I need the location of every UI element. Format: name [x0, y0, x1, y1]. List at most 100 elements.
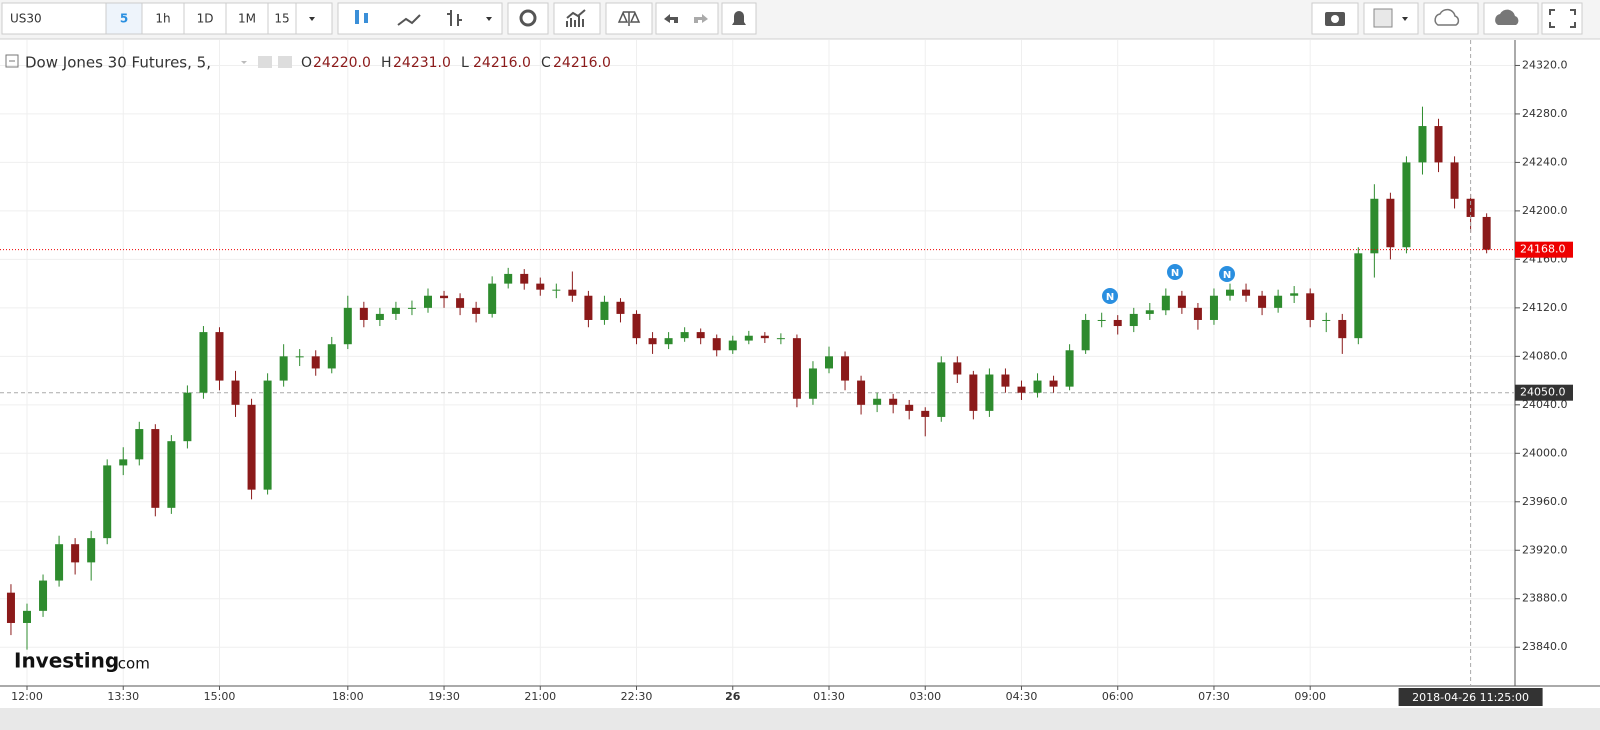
- candle-body: [231, 380, 240, 405]
- candle-body: [857, 380, 866, 405]
- candle-body: [1145, 310, 1154, 314]
- candle-body: [6, 592, 15, 623]
- gear-small-icon[interactable]: [278, 56, 292, 68]
- candle-body: [889, 398, 898, 405]
- x-tick-label: 06:00: [1102, 690, 1134, 703]
- candle-body: [1161, 295, 1170, 311]
- candle-body: [456, 298, 465, 308]
- candle-body: [520, 273, 529, 284]
- candle-body: [841, 356, 850, 381]
- eye-icon[interactable]: [258, 56, 272, 68]
- candle-body: [1354, 253, 1363, 339]
- dropdown-arrow: [309, 17, 315, 21]
- legend-key: C: [541, 55, 551, 71]
- candle-icon: [355, 10, 359, 24]
- candle-body: [632, 313, 641, 339]
- candle-body: [696, 332, 705, 339]
- fullscreen-button[interactable]: [1541, 2, 1583, 35]
- news-marker[interactable]: [1167, 264, 1183, 280]
- candle-body: [664, 338, 673, 345]
- legend-dropdown[interactable]: [241, 61, 247, 64]
- candle-body: [440, 295, 449, 299]
- interval-button[interactable]: [105, 2, 143, 35]
- line-icon: [397, 14, 421, 26]
- logo-suffix: .com: [113, 655, 150, 673]
- y-tick-label: 23920.0: [1522, 543, 1568, 556]
- candle-body: [488, 283, 497, 314]
- candle-body: [680, 332, 689, 339]
- candle-body: [921, 410, 930, 417]
- candle-body: [1242, 289, 1251, 296]
- logo-brand: Investing: [14, 649, 119, 673]
- indicators-button[interactable]: [553, 2, 601, 35]
- y-tick-label: 23880.0: [1522, 592, 1568, 605]
- plot-area: [0, 40, 1515, 686]
- legend-key: O: [301, 55, 312, 71]
- candle-body: [600, 301, 609, 320]
- news-marker[interactable]: [1102, 288, 1118, 304]
- candle-body: [1386, 198, 1395, 248]
- y-tick-label: 24240.0: [1522, 155, 1568, 168]
- candle-body: [375, 313, 384, 320]
- gear-icon: [519, 9, 537, 27]
- symbol-input[interactable]: [1, 2, 107, 35]
- interval-dropdown[interactable]: [295, 2, 333, 35]
- candle-body: [247, 404, 256, 490]
- interval-button[interactable]: [183, 2, 227, 35]
- candle-body: [1418, 126, 1427, 163]
- candle-body: [584, 295, 593, 320]
- candle-body: [760, 335, 769, 339]
- candle-body: [167, 441, 176, 508]
- candle-body: [504, 273, 513, 284]
- chart-type-group[interactable]: [337, 2, 503, 35]
- candle-body: [343, 307, 352, 345]
- interval-label: 5: [120, 12, 128, 26]
- candle-body: [1258, 295, 1267, 308]
- candle-body: [151, 429, 160, 508]
- load-button[interactable]: [1423, 2, 1479, 35]
- news-marker[interactable]: [1219, 266, 1235, 282]
- snapshot-button[interactable]: [1311, 2, 1359, 35]
- x-tick-label: 03:00: [909, 690, 941, 703]
- candle-body: [1049, 380, 1058, 387]
- candle-body: [568, 289, 577, 296]
- candle-body: [39, 580, 48, 611]
- candle-body: [311, 356, 320, 369]
- layout-icon: [1373, 8, 1393, 28]
- candle-body: [199, 332, 208, 393]
- collapse-box[interactable]: [5, 54, 19, 68]
- interval-button[interactable]: [267, 2, 297, 35]
- x-tick-label: 07:30: [1198, 690, 1230, 703]
- candle-body: [472, 307, 481, 314]
- dropdown-arrow: [1402, 17, 1408, 21]
- settings-button[interactable]: [507, 2, 549, 35]
- candle-body: [87, 538, 96, 563]
- indicators-icon: [566, 9, 586, 27]
- x-tick-label: 15:00: [204, 690, 236, 703]
- candle-body: [712, 338, 721, 351]
- candle-body: [985, 374, 994, 411]
- candle-body: [215, 332, 224, 381]
- candle-body: [1434, 126, 1443, 163]
- candle-body: [1370, 198, 1379, 254]
- candle-body: [953, 362, 962, 375]
- toolbar: US30 5 1h 1D 1M 15: [0, 0, 1600, 40]
- news-marker-label: N: [1106, 292, 1114, 303]
- x-tick-label: 18:00: [332, 690, 364, 703]
- candle-body: [969, 374, 978, 411]
- candle-body: [1065, 350, 1074, 387]
- candle-body: [808, 368, 817, 399]
- dropdown-arrow: [486, 17, 492, 21]
- candle-body: [1129, 313, 1138, 327]
- interval-label: 1D: [197, 12, 214, 26]
- interval-label: 1M: [238, 12, 256, 26]
- candle-body: [1290, 293, 1299, 296]
- candle-body: [776, 338, 785, 340]
- candle-body: [536, 283, 545, 290]
- candle-body: [1081, 319, 1090, 351]
- x-tick-label: 09:00: [1294, 690, 1326, 703]
- legend-key: L: [461, 55, 469, 71]
- interval-button[interactable]: [141, 2, 185, 35]
